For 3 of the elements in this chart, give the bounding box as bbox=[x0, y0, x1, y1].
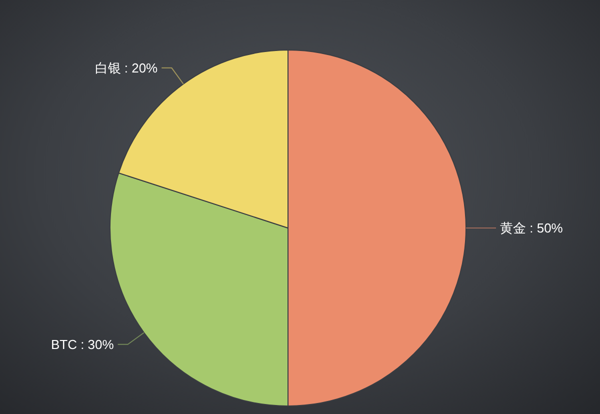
slice-label: 白银 : 20% bbox=[94, 60, 158, 76]
slice-label: 黄金 : 50% bbox=[500, 220, 564, 236]
slice-label: BTC : 30% bbox=[50, 336, 114, 352]
